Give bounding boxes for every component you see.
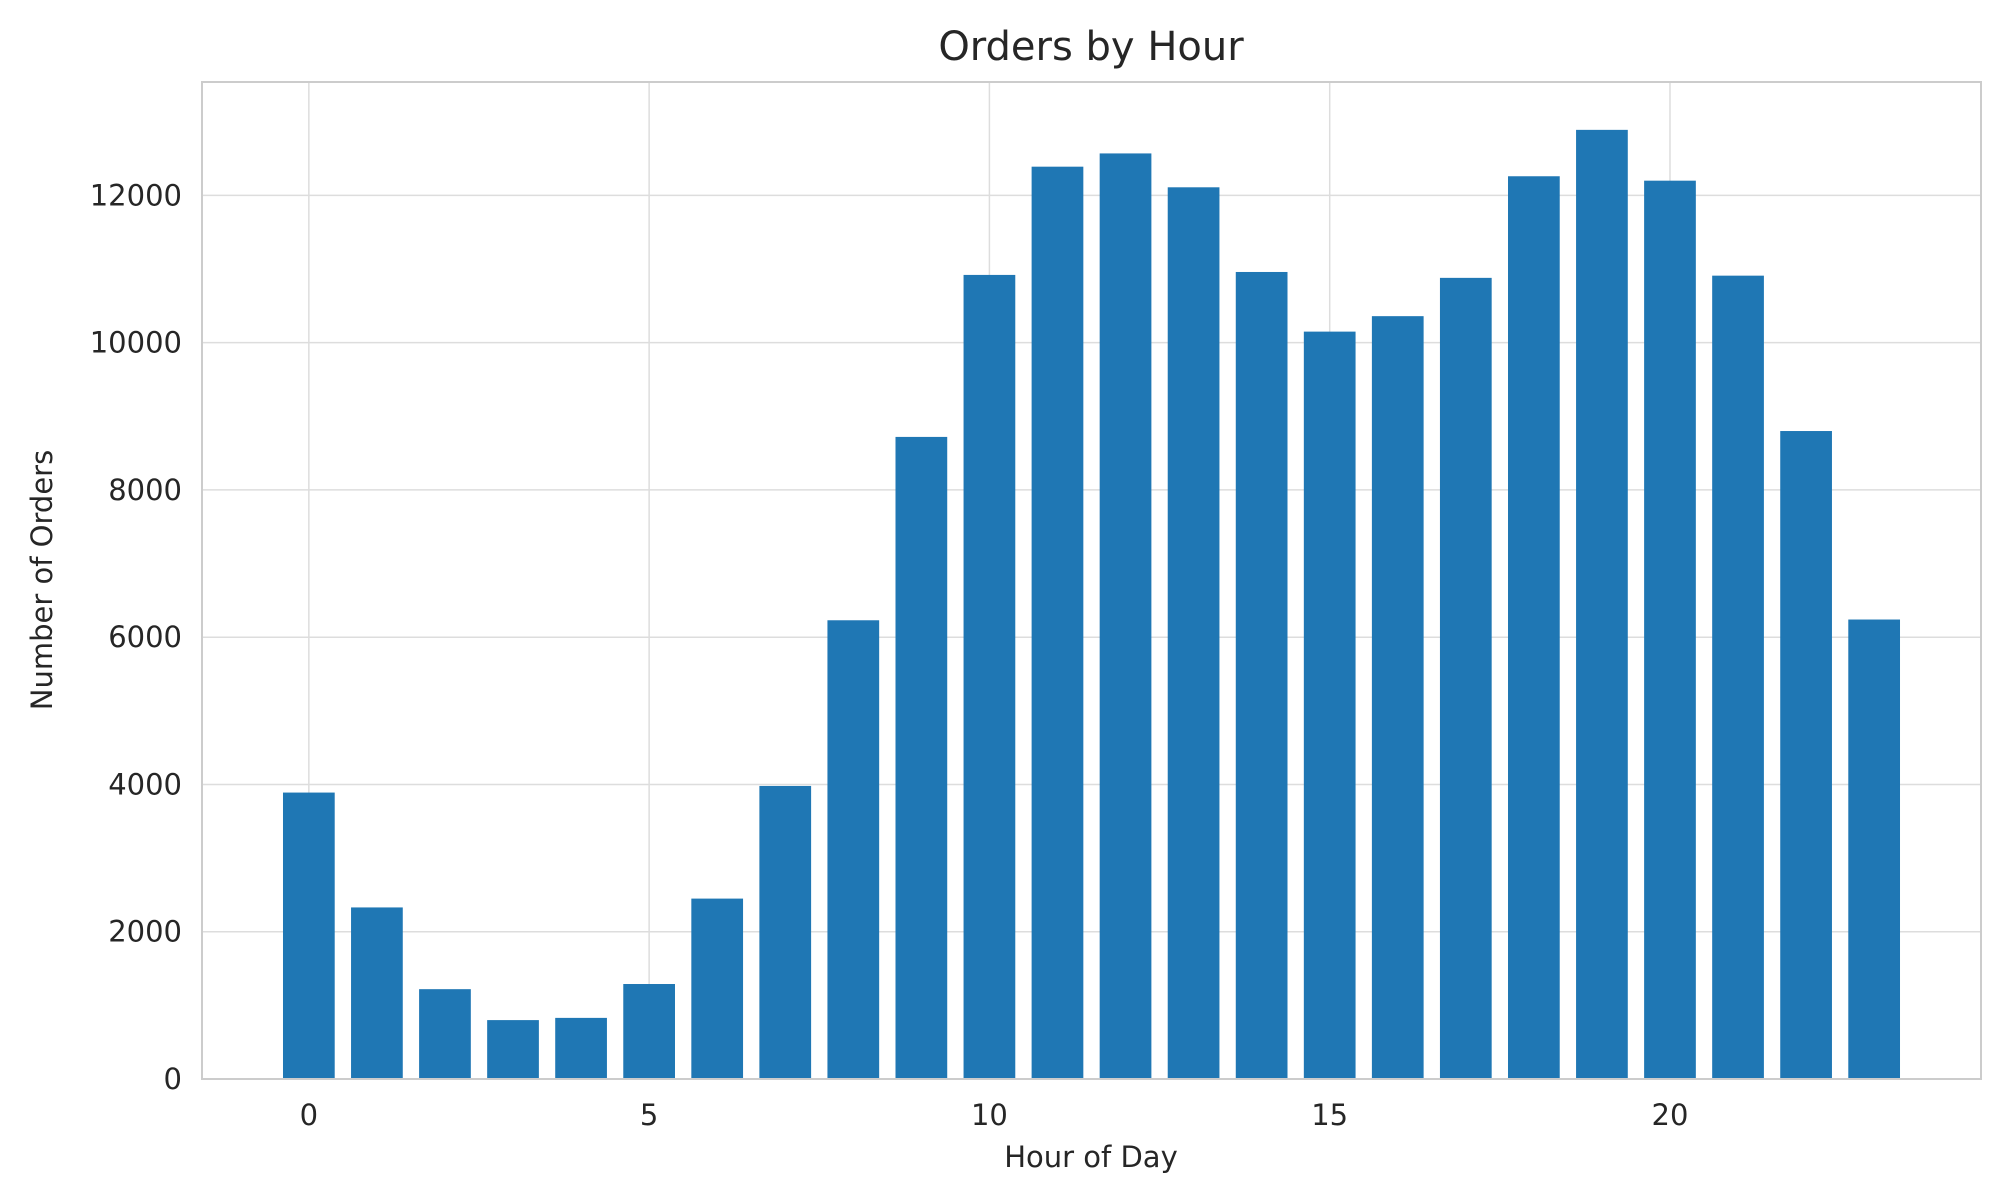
bar-hour-17 [1439, 277, 1492, 1079]
plot-frame [201, 81, 1982, 1080]
bar-hour-4 [555, 1017, 607, 1079]
bar-hour-6 [691, 898, 744, 1079]
y-tick-label: 12000 [90, 178, 182, 212]
bar-hour-16 [1371, 316, 1424, 1079]
x-tick-label: 15 [1311, 1098, 1348, 1132]
bar-hour-20 [1644, 180, 1696, 1079]
bar-hour-23 [1848, 619, 1901, 1079]
bar-hour-1 [351, 907, 403, 1079]
bar-hour-7 [759, 785, 812, 1079]
y-tick-label: 4000 [108, 767, 182, 801]
bar-hour-14 [1235, 271, 1288, 1080]
bar-hour-5 [623, 984, 675, 1079]
y-tick-label: 8000 [108, 473, 182, 507]
y-axis-label: Number of Orders [25, 450, 59, 710]
bars [282, 129, 1901, 1080]
y-tick-label: 10000 [90, 326, 182, 360]
y-tick-label: 0 [164, 1062, 182, 1096]
bar-hour-10 [963, 274, 1016, 1079]
x-tick-label: 10 [971, 1098, 1008, 1132]
x-tick-label: 0 [300, 1098, 318, 1132]
x-axis-label: Hour of Day [1004, 1140, 1178, 1174]
bar-hour-9 [895, 436, 948, 1080]
bar-hour-21 [1712, 275, 1764, 1079]
bar-hour-13 [1167, 187, 1220, 1080]
bar-hour-3 [487, 1020, 539, 1079]
bar-hour-2 [419, 989, 471, 1079]
bar-hour-11 [1031, 166, 1084, 1080]
bar-hour-18 [1508, 176, 1560, 1080]
bar-hour-19 [1576, 129, 1628, 1080]
bar-hour-8 [827, 620, 880, 1079]
x-tick-label: 5 [640, 1098, 658, 1132]
chart-title: Orders by Hour [938, 24, 1244, 70]
x-tick-label: 20 [1652, 1098, 1689, 1132]
bar-hour-12 [1099, 153, 1152, 1079]
bar-hour-15 [1303, 331, 1356, 1079]
y-tick-label: 2000 [108, 915, 182, 949]
bar-hour-22 [1780, 431, 1832, 1079]
y-tick-label: 6000 [108, 620, 182, 654]
tick-labels: 0 5 10 15 20 0 2000 4000 6000 8000 10000 12000 [90, 178, 1689, 1132]
bar-hour-0 [282, 792, 335, 1079]
